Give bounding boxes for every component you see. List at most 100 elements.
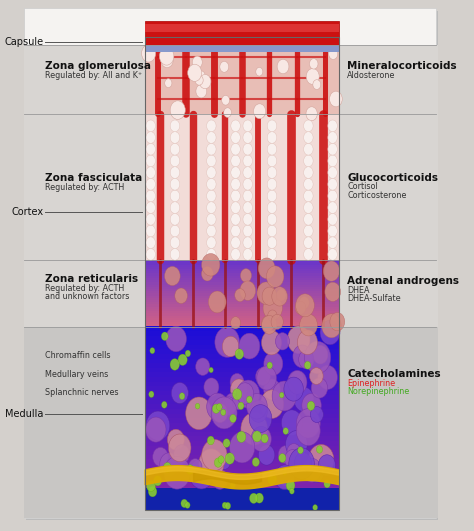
Circle shape xyxy=(186,465,194,474)
Bar xyxy=(145,278,339,280)
Circle shape xyxy=(304,362,311,369)
Bar xyxy=(145,335,339,340)
Circle shape xyxy=(146,237,155,249)
Bar xyxy=(145,491,339,496)
Circle shape xyxy=(170,167,180,178)
Circle shape xyxy=(323,261,340,281)
Circle shape xyxy=(268,310,277,322)
Circle shape xyxy=(146,190,155,202)
Circle shape xyxy=(188,459,202,475)
Circle shape xyxy=(217,404,222,410)
Circle shape xyxy=(243,155,253,167)
Text: Chromaffin cells: Chromaffin cells xyxy=(46,352,111,360)
Circle shape xyxy=(221,409,226,416)
Bar xyxy=(145,307,339,309)
Circle shape xyxy=(207,213,216,225)
Circle shape xyxy=(214,458,222,467)
Circle shape xyxy=(207,167,216,178)
Circle shape xyxy=(279,453,286,463)
Circle shape xyxy=(243,167,253,178)
Circle shape xyxy=(231,213,240,225)
Circle shape xyxy=(230,373,244,390)
Circle shape xyxy=(304,167,313,178)
Bar xyxy=(145,291,339,293)
Circle shape xyxy=(267,213,277,225)
Circle shape xyxy=(298,330,318,355)
Bar xyxy=(145,311,339,313)
Circle shape xyxy=(164,79,172,88)
Circle shape xyxy=(276,289,286,301)
Bar xyxy=(24,96,438,347)
Bar xyxy=(145,345,339,349)
Circle shape xyxy=(258,258,275,279)
Bar xyxy=(145,358,339,363)
Circle shape xyxy=(296,294,314,317)
Circle shape xyxy=(170,132,180,143)
Circle shape xyxy=(267,178,277,190)
Circle shape xyxy=(195,75,203,85)
Bar xyxy=(145,262,339,264)
Circle shape xyxy=(240,281,255,301)
Bar xyxy=(145,464,339,468)
Circle shape xyxy=(243,213,253,225)
Bar xyxy=(145,381,339,386)
Circle shape xyxy=(278,446,293,464)
Circle shape xyxy=(221,397,236,415)
Text: Zona fasciculata: Zona fasciculata xyxy=(46,173,143,183)
Text: Medullary veins: Medullary veins xyxy=(46,370,109,379)
Circle shape xyxy=(307,401,315,410)
Circle shape xyxy=(324,480,330,488)
Bar xyxy=(145,315,339,318)
Circle shape xyxy=(310,407,323,423)
Circle shape xyxy=(240,269,252,282)
Circle shape xyxy=(261,434,268,443)
Circle shape xyxy=(231,190,240,202)
Text: Cortisol: Cortisol xyxy=(347,183,378,191)
Circle shape xyxy=(207,225,216,237)
Circle shape xyxy=(251,426,271,451)
Text: and unknown factors: and unknown factors xyxy=(46,293,130,301)
Bar xyxy=(145,459,339,464)
Bar xyxy=(145,52,339,114)
Text: Zona reticularis: Zona reticularis xyxy=(46,274,138,284)
Circle shape xyxy=(220,62,228,72)
Circle shape xyxy=(243,225,253,237)
Circle shape xyxy=(196,84,207,98)
Circle shape xyxy=(263,296,283,320)
Circle shape xyxy=(192,56,202,68)
Bar xyxy=(145,21,339,45)
Circle shape xyxy=(243,190,253,202)
Circle shape xyxy=(170,101,185,119)
Circle shape xyxy=(196,358,210,375)
Bar xyxy=(145,322,339,324)
Circle shape xyxy=(308,464,324,483)
Text: Regulated by: ACTH: Regulated by: ACTH xyxy=(46,284,125,293)
Circle shape xyxy=(230,379,247,400)
Circle shape xyxy=(231,120,240,132)
Circle shape xyxy=(243,132,253,143)
Circle shape xyxy=(304,190,313,202)
Circle shape xyxy=(207,190,216,202)
Circle shape xyxy=(231,132,240,143)
Bar xyxy=(145,273,339,276)
Circle shape xyxy=(231,155,240,167)
Circle shape xyxy=(330,313,345,331)
Bar xyxy=(145,309,339,311)
Text: Adrenal androgens: Adrenal androgens xyxy=(347,277,459,286)
Circle shape xyxy=(146,202,155,213)
Circle shape xyxy=(317,446,323,453)
Circle shape xyxy=(175,288,187,304)
Bar xyxy=(145,455,339,459)
Circle shape xyxy=(328,249,337,260)
Circle shape xyxy=(189,459,214,489)
Circle shape xyxy=(160,453,178,475)
Bar xyxy=(145,386,339,391)
Circle shape xyxy=(311,378,328,398)
Circle shape xyxy=(181,499,188,508)
Bar xyxy=(145,488,339,510)
Circle shape xyxy=(170,358,180,370)
Text: Medulla: Medulla xyxy=(5,409,43,419)
Circle shape xyxy=(170,213,180,225)
Circle shape xyxy=(258,445,275,465)
Text: Epinephrine: Epinephrine xyxy=(347,379,395,388)
